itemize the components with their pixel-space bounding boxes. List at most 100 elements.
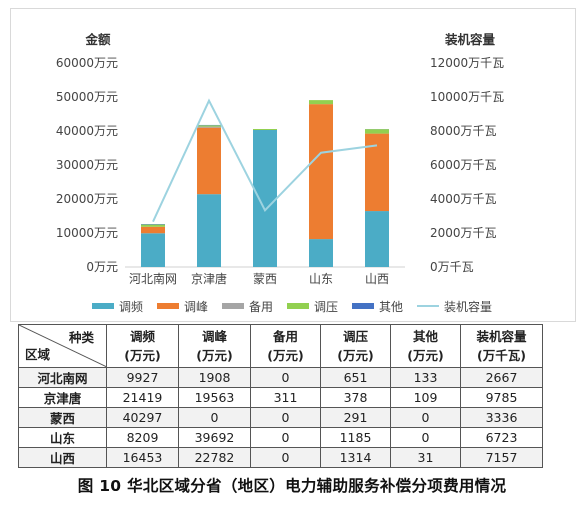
table-cell: 16453: [106, 447, 179, 468]
bar-segment: [141, 224, 165, 227]
bar-segment: [197, 125, 221, 127]
right-tick-label: 4000万千瓦: [430, 192, 497, 206]
right-tick-label: 6000万千瓦: [430, 158, 497, 172]
table-cell: 651: [320, 367, 391, 388]
table-cell: 22782: [178, 447, 251, 468]
bar-segment: [253, 129, 277, 267]
row-region-cell: 京津唐: [18, 387, 107, 408]
left-tick-label: 60000万元: [56, 56, 118, 70]
legend-swatch: [352, 303, 375, 309]
table-cell: 1185: [320, 427, 391, 448]
legend-item: 其他: [352, 298, 403, 315]
legend-label: 其他: [379, 299, 404, 314]
table-cell: 378: [320, 387, 391, 408]
chart-frame: [10, 8, 576, 322]
table-cell: 9927: [106, 367, 179, 388]
table-row: 山东 8209 39692 0 1185 0 6723: [18, 427, 543, 448]
legend-swatch: [91, 303, 114, 309]
x-tick-label: 京津唐: [191, 271, 227, 286]
table-cell: 133: [390, 367, 461, 388]
legend-swatch: [287, 303, 309, 309]
left-tick-label: 40000万元: [56, 124, 118, 138]
legend-label: 备用: [248, 299, 273, 314]
left-tick-label: 50000万元: [56, 90, 118, 104]
figure-caption: 图 10 华北区域分省（地区）电力辅助服务补偿分项费用情况: [77, 477, 507, 495]
x-tick-label: 山东: [309, 272, 333, 286]
right-tick-label: 12000万千瓦: [430, 56, 504, 70]
bar-segment: [365, 211, 389, 267]
table-row: 京津唐 21419 19563 311 378 109 9785: [18, 387, 543, 408]
legend-label: 装机容量: [444, 299, 493, 314]
table-cell: 0: [250, 427, 321, 448]
right-tick-label: 10000万千瓦: [430, 90, 504, 104]
table-cell: 291: [320, 407, 391, 428]
capacity-line: [152, 98, 378, 223]
bar-segment: [365, 133, 389, 212]
table-cell: 6723: [460, 427, 543, 448]
bar-segment: [141, 233, 165, 267]
table-cell: 109: [390, 387, 461, 408]
left-tick-label: 0万元: [86, 260, 118, 274]
table-cell: 0: [390, 427, 461, 448]
table-header-row: 种类 区域 调频 (万元) 调峰 (万元) 备用 (万元) 调压 (万元) 其他 (万元)…: [18, 324, 543, 368]
table-cell: 0: [178, 407, 251, 428]
legend-item: 调压: [287, 298, 338, 315]
table-cell: 0: [390, 407, 461, 428]
table-cell: 1314: [320, 447, 391, 468]
x-tick-label: 河北南网: [129, 271, 177, 286]
legend-swatch: [221, 303, 244, 309]
table-cell: 39692: [178, 427, 251, 448]
row-region-cell: 山东: [18, 427, 107, 448]
table-cell: 8209: [106, 427, 179, 448]
left-tick-label: 30000万元: [56, 158, 118, 172]
table-cell: 0: [250, 447, 321, 468]
column-header-tiaoya: 调压 (万元): [320, 324, 391, 368]
legend-line-swatch: [417, 305, 440, 307]
bar-segment: [309, 104, 333, 240]
legend-label: 调频: [118, 299, 143, 314]
legend-item: 备用: [221, 298, 273, 315]
left-tick-label: 20000万元: [56, 192, 118, 206]
right-tick-label: 0万千瓦: [430, 260, 474, 274]
table-cell: 31: [390, 447, 461, 468]
chart-legend: 调频 调峰 备用 调压 其他 装机容量: [0, 296, 584, 316]
table-cell: 21419: [106, 387, 179, 408]
table-cell: 0: [250, 407, 321, 428]
table-row: 蒙西 40297 0 0 291 0 3336: [18, 407, 543, 428]
column-header-capacity: 装机容量 (万千瓦): [460, 324, 543, 368]
table-cell: 2667: [460, 367, 543, 388]
right-tick-label: 8000万千瓦: [430, 124, 497, 138]
bar-segment: [197, 194, 221, 267]
table-cell: 311: [250, 387, 321, 408]
table-cell: 0: [250, 367, 321, 388]
column-header-tiaopin: 调频 (万元): [106, 324, 179, 368]
row-region-cell: 蒙西: [18, 407, 107, 428]
bar-segment: [253, 129, 277, 130]
left-tick-label: 10000万元: [56, 226, 118, 240]
bar-segment: [309, 100, 333, 105]
row-region-cell: 山西: [18, 447, 107, 468]
bar-segment: [141, 226, 165, 234]
table-cell: 40297: [106, 407, 179, 428]
x-tick-label: 山西: [365, 272, 389, 286]
corner-label-category: 种类: [68, 330, 94, 345]
table-row: 山西 16453 22782 0 1314 31 7157: [18, 447, 543, 468]
table-cell: 9785: [460, 387, 543, 408]
right-axis-title: 装机容量: [444, 32, 496, 47]
x-tick-label: 蒙西: [253, 272, 277, 286]
table-cell: 3336: [460, 407, 543, 428]
legend-swatch: [156, 303, 179, 309]
table-row: 河北南网 9927 1908 0 651 133 2667: [18, 367, 543, 388]
bar-segment: [197, 127, 221, 195]
legend-item: 装机容量: [417, 298, 492, 315]
legend-item: 调峰: [156, 298, 208, 315]
table-corner-cell: 种类 区域: [18, 324, 107, 368]
table-cell: 19563: [178, 387, 251, 408]
column-header-qita: 其他 (万元): [390, 324, 461, 368]
column-header-beiyong: 备用 (万元): [250, 324, 321, 368]
stacked-bar-chart: 金额 装机容量 0万元 10000万元 20000万元 30000万元 40000万元 500…: [56, 32, 504, 286]
left-axis-title: 金额: [84, 32, 111, 47]
legend-item: 调频: [91, 298, 143, 315]
bar-segment: [197, 126, 221, 128]
corner-label-region: 区域: [25, 347, 51, 362]
